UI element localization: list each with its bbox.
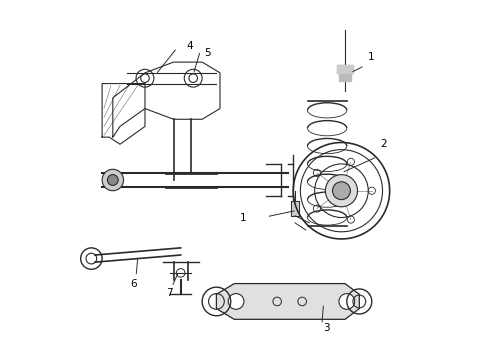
Bar (337, 65, 353, 73)
Circle shape (228, 294, 244, 309)
Circle shape (102, 169, 123, 191)
Polygon shape (217, 284, 359, 319)
Text: 6: 6 (130, 279, 137, 289)
Text: 1: 1 (368, 52, 375, 62)
Text: 1: 1 (240, 212, 247, 222)
Circle shape (339, 294, 355, 309)
Circle shape (107, 175, 118, 185)
Text: 3: 3 (323, 323, 330, 333)
Polygon shape (292, 202, 298, 216)
Bar (339, 74, 351, 81)
Circle shape (325, 175, 358, 207)
Circle shape (333, 182, 350, 200)
Text: 2: 2 (381, 139, 388, 149)
Text: 4: 4 (186, 41, 193, 51)
Text: 5: 5 (204, 48, 211, 58)
Text: 7: 7 (166, 288, 172, 297)
